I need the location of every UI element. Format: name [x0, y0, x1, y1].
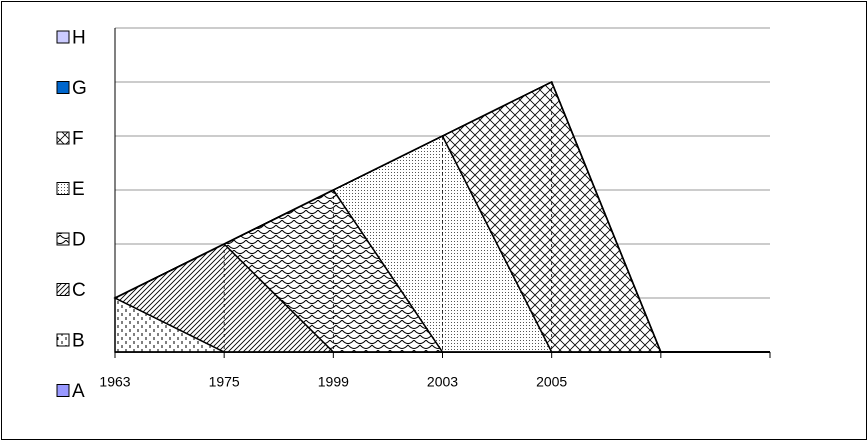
- legend-label: G: [72, 78, 87, 99]
- legend-label: H: [72, 28, 86, 49]
- legend-swatch: [56, 384, 70, 397]
- legend-label: B: [72, 331, 85, 352]
- legend-swatch: [56, 131, 70, 145]
- legend-swatch: [56, 182, 70, 195]
- legend-swatch: [56, 283, 70, 296]
- x-tick-label: 1999: [318, 374, 349, 390]
- legend-label: D: [72, 230, 86, 251]
- x-tick-label: 2003: [427, 374, 458, 390]
- legend-swatch: [56, 81, 70, 94]
- x-tick-label: 1963: [99, 374, 130, 390]
- legend-swatch: [56, 30, 70, 44]
- x-tick-label: 2005: [536, 374, 567, 390]
- legend-label: F: [72, 129, 84, 150]
- legend-label: A: [72, 381, 85, 402]
- legend-swatch: [56, 333, 70, 347]
- legend-label: C: [72, 280, 86, 301]
- legend-label: E: [72, 179, 85, 200]
- x-tick-label: 1975: [209, 374, 240, 390]
- legend-swatch: [56, 232, 70, 246]
